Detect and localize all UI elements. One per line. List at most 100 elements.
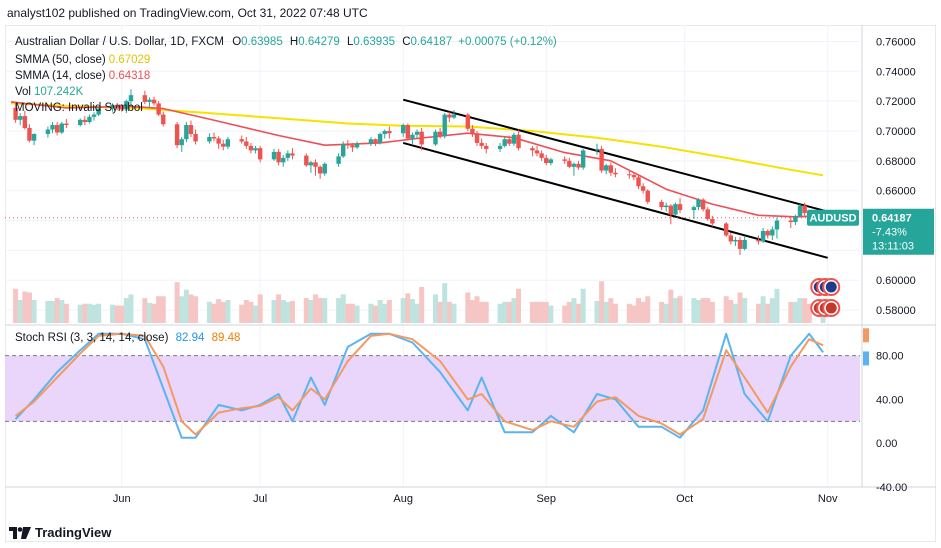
candle	[405, 123, 411, 141]
volume-bar	[119, 305, 125, 323]
open-label: O	[232, 36, 242, 48]
volume-legend: Vol 107.242K	[15, 86, 83, 98]
candle	[174, 122, 180, 149]
candle	[257, 145, 263, 163]
volume-bar	[788, 301, 794, 323]
candle-body	[317, 166, 323, 174]
time-tick-label: Jul	[253, 493, 267, 505]
symbol-tag-bg	[807, 209, 859, 226]
candle	[502, 136, 507, 148]
volume-bar	[539, 301, 545, 323]
candle	[248, 142, 254, 154]
candle	[442, 113, 447, 139]
candle-body	[594, 148, 600, 151]
candle-body	[156, 103, 161, 115]
candle-body	[285, 153, 291, 158]
volume-bar	[580, 288, 586, 323]
volume-bar	[50, 300, 56, 323]
candle	[142, 90, 148, 105]
candle-body	[710, 219, 715, 224]
candle-body	[705, 209, 710, 220]
candle-body	[765, 230, 770, 236]
event-flag-fill	[825, 302, 837, 314]
volume-bar	[271, 300, 277, 323]
candle-body	[788, 220, 793, 223]
candle	[544, 154, 549, 166]
candle-body	[368, 139, 374, 144]
stoch-d-tag	[863, 328, 869, 343]
price-tick-label: 0.70000	[876, 126, 916, 138]
channel-upper-line	[402, 98, 828, 213]
volume-bar	[77, 304, 83, 323]
price-tick-label: 0.74000	[876, 66, 916, 78]
volume-bar	[313, 294, 319, 323]
tradingview-brand[interactable]: TradingView	[9, 525, 111, 540]
candle	[451, 110, 457, 120]
volume-bar	[289, 300, 295, 323]
price-tag-value: 0.64187	[872, 213, 912, 225]
candle-body	[221, 143, 226, 147]
price-tag-change: -7.43%	[872, 227, 907, 239]
candle-body	[184, 125, 189, 140]
volume-bar	[188, 294, 194, 323]
volume-bar	[13, 288, 19, 323]
candle-body	[354, 143, 360, 148]
smma14-legend: SMMA (14, close) 0.64318	[15, 70, 150, 82]
candle-body	[659, 201, 664, 208]
candle-body	[290, 153, 295, 156]
candle-body	[50, 125, 55, 130]
volume-bar	[571, 298, 577, 323]
candle	[548, 157, 554, 166]
candle	[613, 168, 618, 178]
candle	[401, 123, 406, 137]
candle	[59, 122, 64, 134]
candle-body	[96, 108, 101, 115]
volume-bar	[382, 303, 388, 323]
tradingview-wordmark: TradingView	[35, 525, 112, 540]
volume-bar	[368, 303, 374, 323]
candle	[728, 232, 734, 245]
candle	[336, 153, 341, 167]
candle	[253, 145, 258, 154]
volume-bar	[17, 300, 23, 323]
candle-body	[562, 159, 567, 161]
volume-bar	[797, 298, 803, 323]
candle-body	[760, 230, 766, 242]
time-tick-label: Aug	[393, 493, 413, 505]
volume-bar	[659, 301, 665, 323]
candle	[419, 128, 424, 151]
candle-body	[627, 174, 632, 176]
candle-body	[114, 104, 120, 108]
candle-body	[174, 124, 180, 146]
volume-bar	[414, 303, 420, 323]
volume-bar	[529, 301, 535, 323]
candle	[484, 142, 489, 154]
candle	[345, 139, 351, 149]
candle	[760, 228, 766, 243]
volume-bar	[22, 291, 28, 323]
candle	[673, 202, 678, 217]
candle-body	[405, 125, 411, 139]
candle	[571, 162, 577, 176]
volume-bar	[193, 296, 199, 323]
candle-body	[507, 139, 512, 144]
candle-body	[677, 204, 683, 211]
volume-bar	[502, 301, 508, 323]
candle	[179, 136, 184, 152]
volume-bar	[128, 294, 134, 323]
volume-bar	[31, 300, 37, 323]
candle-body	[673, 204, 678, 215]
candle-body	[128, 95, 134, 102]
candle-body	[239, 139, 244, 142]
candle	[447, 111, 452, 123]
candle	[184, 122, 189, 143]
stoch-rsi-legend: Stoch RSI (3, 3, 14, 14, close) 82.94 89…	[15, 332, 240, 344]
volume-bar	[451, 303, 457, 323]
candle	[770, 226, 775, 240]
chart-canvas[interactable]: 0.76000 0.74000 0.72000 0.70000 0.68000 0.660…	[4, 24, 937, 543]
volume-bar	[534, 301, 540, 323]
candle-body	[613, 172, 618, 175]
symbol-title: Australian Dollar / U.S. Dollar, 1D, FXC…	[15, 36, 224, 48]
candle-body	[728, 235, 734, 242]
time-tick-label: Oct	[676, 493, 693, 505]
